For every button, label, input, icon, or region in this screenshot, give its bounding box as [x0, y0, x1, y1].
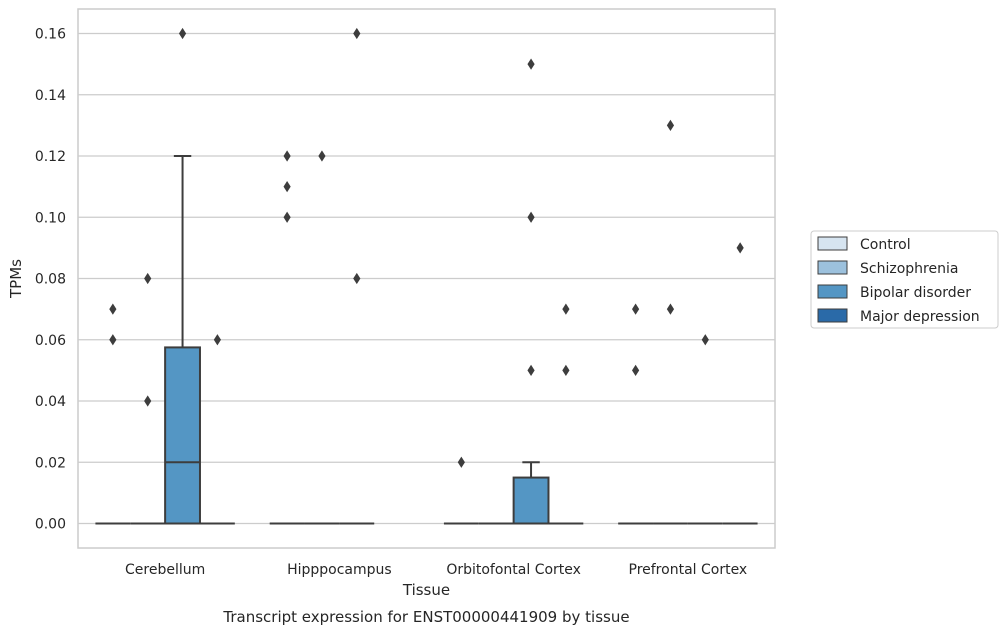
x-tick-label: Prefrontal Cortex [629, 562, 748, 578]
y-axis-ticks: 0.00 0.02 0.04 0.06 0.08 0.10 0.12 0.14 0.16 [35, 27, 66, 533]
outlier-point [527, 58, 535, 70]
outlier-point [283, 211, 291, 223]
y-tick-label: 0.06 [35, 333, 66, 349]
chart-caption: Transcript expression for ENST0000044190… [222, 608, 629, 626]
outlier-point [353, 27, 361, 40]
outlier-point [353, 272, 361, 285]
outlier-points [109, 27, 744, 468]
outlier-point [736, 242, 744, 254]
outlier-point [213, 334, 221, 346]
legend: Control Schizophrenia Bipolar disorder Majo… [810, 230, 999, 329]
y-tick-label: 0.08 [35, 272, 66, 288]
outlier-point [527, 364, 535, 376]
x-axis-label: Tissue [402, 581, 450, 599]
y-axis-label: TPMs [7, 259, 25, 299]
box-bipolar-disorder [512, 461, 550, 525]
legend-swatch [817, 260, 848, 275]
box-body [512, 476, 550, 525]
y-tick-label: 0.04 [35, 394, 66, 410]
outlier-point [666, 119, 675, 131]
outlier-point [527, 211, 535, 223]
legend-swatch [817, 308, 848, 323]
outlier-point [283, 181, 291, 193]
legend-swatch [817, 236, 848, 251]
outlier-point [109, 303, 117, 315]
box-body [164, 346, 201, 525]
legend-frame [810, 230, 999, 329]
outlier-point [632, 364, 640, 376]
outlier-point [178, 27, 187, 40]
legend-swatch [817, 284, 848, 299]
outlier-point [562, 303, 570, 315]
outlier-point [632, 303, 640, 315]
outlier-point [562, 364, 570, 376]
y-tick-label: 0.00 [35, 517, 66, 533]
y-tick-label: 0.14 [35, 88, 66, 104]
legend-label: Major depression [860, 309, 980, 325]
boxes [95, 155, 758, 525]
legend-label: Control [860, 237, 911, 253]
x-tick-label: Hipppocampus [287, 562, 392, 578]
y-tick-label: 0.02 [35, 455, 66, 471]
y-tick-label: 0.16 [35, 27, 66, 43]
y-tick-label: 0.10 [35, 210, 66, 226]
legend-label: Schizophrenia [860, 261, 958, 277]
outlier-point [318, 150, 326, 162]
x-tick-label: Orbitofontal Cortex [446, 562, 581, 578]
x-tick-label: Cerebellum [125, 562, 205, 578]
outlier-point [457, 456, 465, 468]
x-axis-ticks: Cerebellum Hipppocampus Orbitofontal Corte… [125, 562, 747, 578]
outlier-point [283, 150, 291, 162]
box-bipolar-disorder [164, 155, 201, 525]
y-tick-label: 0.12 [35, 149, 66, 165]
outlier-point [144, 272, 152, 285]
legend-label: Bipolar disorder [860, 285, 971, 301]
outlier-point [144, 395, 152, 407]
outlier-point [109, 334, 117, 346]
plot-frame [77, 8, 776, 549]
outlier-point [701, 334, 709, 346]
outlier-point [666, 303, 675, 315]
